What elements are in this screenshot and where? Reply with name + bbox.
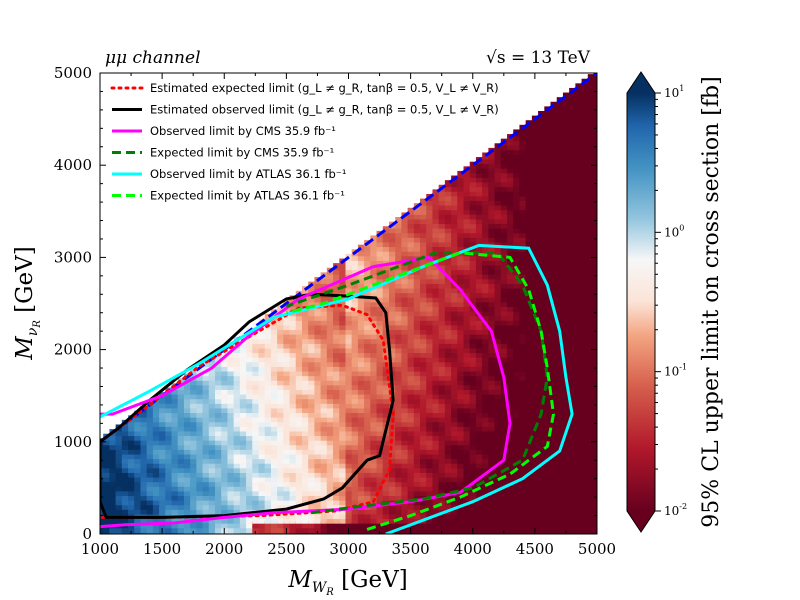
x-tick-label: 3500 [392, 540, 430, 558]
colorbar-top-extension [627, 72, 655, 93]
x-tick-label: 1000 [81, 540, 119, 558]
colorbar-tick-label: 101 [664, 84, 684, 100]
y-tick-label: 4000 [54, 156, 92, 174]
y-tick-label: 3000 [54, 248, 92, 266]
y-tick-label: 2000 [54, 341, 92, 359]
colorbar-bottom-extension [627, 511, 655, 532]
x-tick-label: 2500 [267, 540, 305, 558]
x-tick-label: 4000 [454, 540, 492, 558]
colorbar: 101 100 10-1 10-2 95% CL upper limit on cro… [626, 71, 724, 533]
colorbar-ticks: 101 100 10-1 10-2 [655, 84, 687, 518]
colorbar-gradient [627, 93, 655, 511]
x-tick-label: 3000 [329, 540, 367, 558]
heatmap-area [100, 73, 597, 534]
x-tick-label: 1500 [143, 540, 181, 558]
legend-label-4: Observed limit by ATLAS 36.1 fb⁻¹ [150, 167, 346, 181]
y-tick-label: 0 [82, 525, 92, 543]
legend-label-3: Expected limit by CMS 35.9 fb⁻¹ [150, 146, 334, 160]
y-axis: 0 1000 2000 3000 4000 5000 [54, 64, 597, 543]
limit-curves [100, 73, 597, 534]
x-tick-label: 2000 [205, 540, 243, 558]
x-axis: 1000 1500 2000 2500 3000 3500 4000 4500 5000 [81, 73, 616, 558]
legend-label-5: Expected limit by ATLAS 36.1 fb⁻¹ [150, 189, 345, 203]
channel-label: μμ channel [105, 48, 201, 68]
limit-curve-2 [100, 255, 512, 529]
colorbar-tick-label: 100 [664, 223, 684, 239]
legend: Estimated expected limit (g_L ≠ g_R, tan… [110, 81, 499, 203]
limit-curve-0 [100, 303, 395, 519]
legend-label-0: Estimated expected limit (g_L ≠ g_R, tan… [150, 81, 499, 95]
limit-curve-5 [286, 251, 556, 531]
x-tick-label: 5000 [578, 540, 616, 558]
limit-curve-4 [100, 243, 574, 534]
colorbar-label: 95% CL upper limit on cross section [fb] [699, 76, 724, 527]
x-axis-label: MWR [GeV] [287, 567, 407, 598]
colorbar-tick-label: 10-2 [664, 502, 687, 518]
energy-label: √s = 13 TeV [486, 48, 591, 68]
limit-curve-1 [100, 292, 395, 519]
legend-label-1: Estimated observed limit (g_L ≠ g_R, tan… [150, 103, 499, 117]
y-axis-label: MνR [GeV] [12, 246, 43, 360]
y-tick-label: 1000 [54, 433, 92, 451]
colorbar-tick-label: 10-1 [664, 363, 687, 379]
y-tick-label: 5000 [54, 64, 92, 82]
limit-curve-3 [285, 251, 549, 515]
diagonal-line [100, 73, 597, 444]
legend-label-2: Observed limit by CMS 35.9 fb⁻¹ [150, 124, 336, 138]
x-tick-label: 4500 [516, 540, 554, 558]
